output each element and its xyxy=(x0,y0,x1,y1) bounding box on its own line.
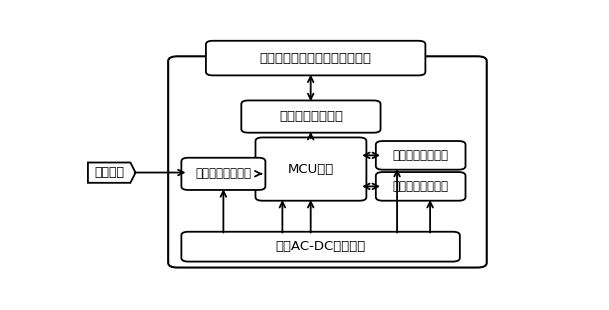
FancyBboxPatch shape xyxy=(181,158,266,190)
Text: 第二载波通信模块: 第二载波通信模块 xyxy=(279,110,343,123)
Polygon shape xyxy=(88,162,136,183)
Text: MCU模块: MCU模块 xyxy=(288,162,334,175)
FancyBboxPatch shape xyxy=(256,137,367,201)
Text: 第二同步时钟模块: 第二同步时钟模块 xyxy=(393,149,449,162)
FancyBboxPatch shape xyxy=(181,232,460,262)
Text: 介入式和非介入式组合测量装置: 介入式和非介入式组合测量装置 xyxy=(259,51,371,64)
FancyBboxPatch shape xyxy=(241,100,381,133)
Text: 疑难负荷: 疑难负荷 xyxy=(94,166,124,179)
Text: 第二高速存储模块: 第二高速存储模块 xyxy=(393,180,449,193)
FancyBboxPatch shape xyxy=(168,56,487,268)
FancyBboxPatch shape xyxy=(376,172,465,201)
FancyBboxPatch shape xyxy=(376,141,465,170)
Text: 独立高频采集模块: 独立高频采集模块 xyxy=(195,167,252,180)
Text: 第二AC-DC供电模块: 第二AC-DC供电模块 xyxy=(275,240,366,253)
FancyBboxPatch shape xyxy=(206,41,425,75)
